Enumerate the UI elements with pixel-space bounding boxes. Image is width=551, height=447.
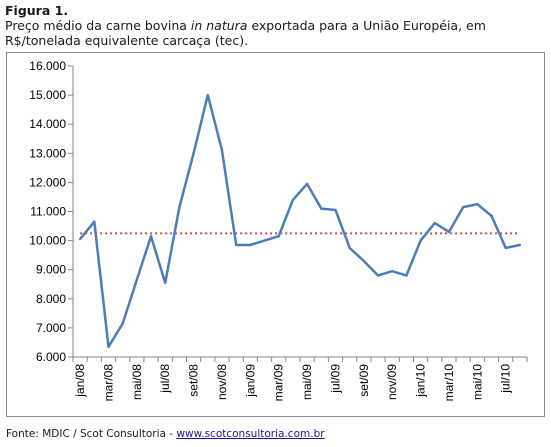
data-point	[391, 269, 394, 273]
data-point	[121, 322, 124, 325]
data-point	[263, 239, 266, 242]
price-series-line	[79, 93, 521, 349]
x-tick-label: nov/09	[385, 364, 399, 400]
x-tick-label: jul/10	[499, 364, 513, 394]
data-point	[291, 198, 295, 202]
data-point	[234, 243, 238, 247]
data-point	[305, 182, 309, 186]
x-tick-label: mar/10	[442, 364, 456, 402]
data-point	[277, 235, 280, 238]
y-tick-label: 8.000	[36, 292, 66, 306]
data-point	[93, 220, 96, 223]
data-point	[461, 205, 465, 209]
data-point	[220, 149, 224, 152]
x-tick-label: jan/10	[414, 364, 428, 398]
data-point	[433, 221, 436, 225]
y-tick-label: 11.000	[30, 205, 66, 219]
data-point	[164, 281, 167, 284]
y-tick-label: 13.000	[29, 146, 66, 160]
x-tick-label: set/08	[187, 364, 201, 397]
data-point	[206, 93, 209, 97]
x-tick-label: jul/08	[158, 364, 172, 394]
data-point	[320, 207, 323, 210]
data-point	[490, 214, 493, 218]
data-point	[348, 246, 351, 250]
data-point	[476, 203, 479, 206]
figure-caption: Preço médio da carne bovina in natura ex…	[5, 18, 545, 48]
price-line-chart: 6.000 7.000 8.000 9.000 10.000 11.000 12.000 13…	[29, 59, 528, 402]
source-link[interactable]: www.scotconsultoria.com.br	[176, 428, 325, 440]
x-tick-label: mar/08	[101, 364, 115, 402]
source-note: Fonte: MDIC / Scot Consultoria - www.sco…	[6, 428, 325, 440]
x-tick-label: mai/10	[470, 364, 484, 400]
data-point	[419, 239, 422, 242]
y-tick-label: 16.000	[29, 59, 66, 73]
data-point	[376, 274, 380, 277]
data-point	[362, 259, 366, 263]
caption-italic: in natura	[190, 18, 248, 33]
source-prefix: Fonte: MDIC / Scot Consultoria -	[6, 428, 177, 440]
x-tick-label: jan/08	[73, 364, 87, 398]
data-point	[249, 243, 252, 247]
y-tick-label: 10.000	[29, 234, 66, 248]
data-point	[107, 345, 110, 349]
data-point	[192, 152, 195, 155]
y-tick-label: 7.000	[36, 321, 66, 335]
x-tick-label: jul/09	[328, 364, 342, 394]
x-tick-label: mar/09	[272, 364, 286, 402]
y-tick-label: 14.000	[29, 117, 66, 131]
y-tick-label: 9.000	[36, 263, 66, 277]
x-tick-label: nov/08	[215, 364, 229, 400]
caption-part-1: Preço médio da carne bovina	[5, 18, 191, 33]
x-tick-label: mai/09	[300, 364, 314, 400]
x-tick-label: set/09	[357, 364, 371, 397]
data-point	[78, 237, 82, 241]
data-point	[405, 274, 408, 277]
figure-label: Figura 1.	[5, 3, 69, 18]
data-point	[447, 230, 451, 234]
data-point	[149, 235, 153, 238]
caption-part-2: exportada para a União Européia, em R$/t…	[5, 18, 486, 48]
y-tick-label: 15.000	[29, 88, 66, 102]
y-tick-label: 12.000	[29, 175, 66, 189]
data-point	[504, 246, 507, 250]
x-tick-label: mai/08	[130, 364, 144, 400]
y-tick-label: 6.000	[36, 350, 66, 364]
chart-frame: 6.000 7.000 8.000 9.000 10.000 11.000 12.000 13…	[6, 52, 545, 417]
data-point	[178, 205, 181, 209]
data-point	[518, 243, 522, 247]
data-point	[135, 278, 139, 282]
x-tick-label: jan/09	[243, 364, 257, 398]
data-point	[334, 208, 337, 212]
